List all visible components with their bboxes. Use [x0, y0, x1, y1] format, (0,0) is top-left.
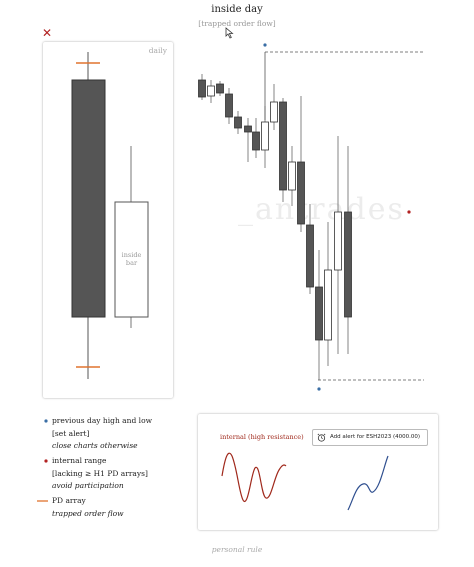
- intraday-candle-body: [270, 101, 278, 123]
- legend-item-note: trapped order flow: [52, 508, 124, 518]
- legend-item-internal-range: internal range [lacking ≥ H1 PD arrays] …: [52, 455, 148, 493]
- internal-resistance-label: internal (high resistance): [220, 433, 304, 441]
- intraday-candles: [198, 74, 352, 380]
- legend-item-action: close charts otherwise: [52, 441, 138, 450]
- intraday-candle-body: [198, 79, 206, 98]
- legend-item-pdh-pdl: previous day high and low [set alert] cl…: [52, 415, 152, 453]
- footer-note: personal rule: [211, 545, 263, 554]
- legend-item-title: previous day high and low: [52, 416, 152, 425]
- watermark: _antrades: [238, 192, 405, 227]
- curves: [221, 452, 389, 511]
- intraday-candle-body: [225, 93, 233, 118]
- internal-range-curve: [221, 452, 287, 503]
- previous-day-candle: [71, 79, 106, 318]
- intraday-candle-body: [306, 224, 314, 288]
- legend-item-note: [set alert]: [52, 428, 90, 438]
- intraday-candle-body: [244, 125, 252, 133]
- add-alert-button[interactable]: Add alert for ESH2023 (4000.00): [312, 429, 428, 446]
- page-title: inside day: [211, 4, 263, 15]
- legend-item-note: [lacking ≥ H1 PD arrays]: [52, 468, 148, 478]
- trend-curve: [347, 455, 389, 511]
- legend-item-title: PD array: [52, 496, 86, 505]
- legend-item-pd-array: PD array trapped order flow: [52, 495, 124, 520]
- intraday-candle-body: [297, 161, 305, 225]
- intraday-candle-body: [261, 121, 269, 151]
- intraday-candle-body: [324, 269, 332, 341]
- intraday-candle-body: [344, 211, 352, 318]
- page-subtitle: [trapped order flow]: [198, 19, 276, 28]
- inside-bar-label-1: inside: [122, 251, 142, 259]
- add-alert-label: Add alert for ESH2023 (4000.00): [330, 434, 421, 440]
- intraday-candle-body: [315, 286, 323, 341]
- inside-bar-label-2: bar: [126, 259, 138, 267]
- internal-range-dot: [407, 210, 411, 214]
- intraday-candle-body: [252, 131, 260, 151]
- daily-candles: inside bar: [71, 52, 149, 379]
- legend-item-title: internal range: [52, 456, 107, 465]
- cursor-icon: [225, 27, 234, 39]
- daily-label: daily: [148, 46, 167, 55]
- alarm-clock-icon: [317, 433, 326, 442]
- legend-blue-dot: [44, 419, 48, 423]
- intraday-candle-body: [334, 211, 342, 271]
- alert-panel: internal (high resistance) Add alert for…: [198, 414, 438, 530]
- legend-item-action: avoid participation: [52, 481, 124, 490]
- intraday-candle-body: [279, 101, 287, 191]
- intraday-candle-body: [288, 161, 296, 191]
- previous-day-high-dot: [263, 43, 267, 47]
- close-icon[interactable]: ✕: [42, 26, 53, 40]
- intraday-candle-body: [234, 116, 242, 129]
- previous-day-low-dot: [317, 387, 321, 391]
- intraday-candle-body: [216, 83, 224, 94]
- intraday-candle-body: [207, 85, 215, 97]
- inside-bar-candle: [114, 201, 149, 318]
- daily-panel: daily: [43, 42, 173, 398]
- legend-red-dot: [44, 459, 48, 463]
